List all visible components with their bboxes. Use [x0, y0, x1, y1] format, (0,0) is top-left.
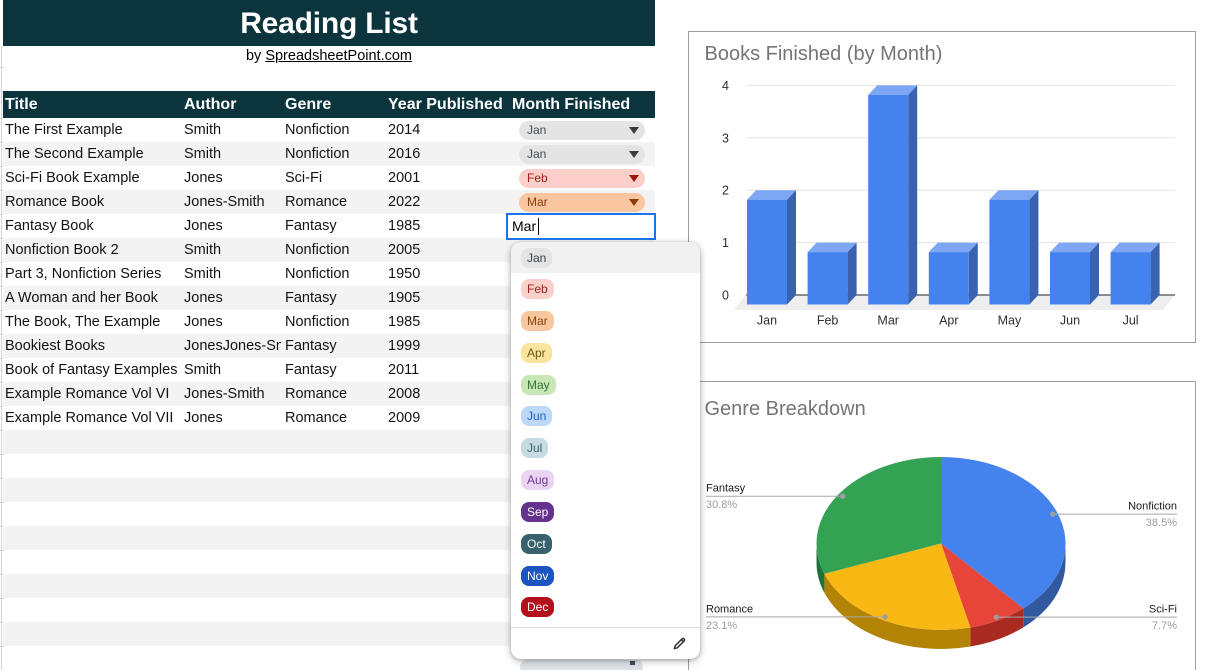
svg-text:Nonfiction: Nonfiction — [1128, 501, 1177, 513]
svg-text:4: 4 — [722, 79, 729, 93]
svg-text:7.7%: 7.7% — [1152, 620, 1177, 632]
svg-text:Romance: Romance — [706, 603, 753, 615]
svg-text:Genre Breakdown: Genre Breakdown — [705, 398, 866, 420]
svg-text:1: 1 — [722, 236, 729, 250]
svg-text:Sci-Fi: Sci-Fi — [1149, 604, 1177, 616]
svg-text:Jan: Jan — [757, 314, 777, 328]
svg-text:Fantasy: Fantasy — [706, 483, 746, 495]
svg-text:Books Finished (by Month): Books Finished (by Month) — [705, 43, 943, 65]
svg-text:Jun: Jun — [1060, 314, 1080, 328]
svg-text:30.8%: 30.8% — [706, 499, 737, 511]
svg-text:3: 3 — [722, 131, 729, 145]
svg-text:38.5%: 38.5% — [1146, 517, 1177, 529]
svg-text:Jul: Jul — [1123, 314, 1139, 328]
svg-text:2: 2 — [722, 184, 729, 198]
svg-text:May: May — [998, 314, 1022, 328]
svg-text:Mar: Mar — [877, 314, 899, 328]
svg-text:0: 0 — [722, 289, 729, 303]
svg-text:Apr: Apr — [939, 314, 958, 328]
svg-text:Feb: Feb — [817, 314, 839, 328]
svg-text:23.1%: 23.1% — [706, 620, 737, 632]
